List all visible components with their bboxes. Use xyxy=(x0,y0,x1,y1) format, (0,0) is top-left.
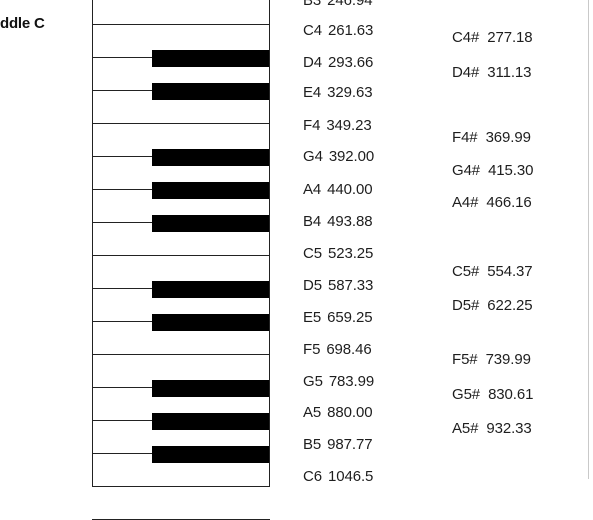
note-frequency: 1046.5 xyxy=(327,468,374,485)
note-frequency: 493.88 xyxy=(327,213,373,230)
sharp-note-g5-sharp: G5# 830.61 xyxy=(452,386,533,403)
white-key-c6 xyxy=(92,487,270,520)
note-frequency: 293.66 xyxy=(327,54,374,71)
note-frequency: 466.16 xyxy=(486,194,532,211)
black-key-d5-sharp xyxy=(152,313,269,331)
black-key-a5-sharp xyxy=(152,445,269,463)
note-name: C6 xyxy=(303,468,322,485)
note-name: B4 xyxy=(303,213,322,230)
note-name: E5 xyxy=(303,309,322,326)
note-name: F5# xyxy=(452,351,478,368)
note-name: F4 xyxy=(303,117,321,134)
note-name: C5 xyxy=(303,245,322,262)
natural-note-c5: C5 523.25 xyxy=(303,245,373,262)
note-name: A5 xyxy=(303,404,322,421)
note-frequency: 554.37 xyxy=(487,263,533,280)
white-key-b4 xyxy=(92,223,270,256)
note-name: D4# xyxy=(452,64,480,81)
natural-note-e4: E4 329.63 xyxy=(303,84,373,101)
note-frequency: 739.99 xyxy=(485,351,531,368)
note-name: B5 xyxy=(303,436,322,453)
black-key-g5-sharp xyxy=(152,412,269,430)
note-name: A5# xyxy=(452,420,479,437)
note-frequency: 369.99 xyxy=(485,129,531,146)
natural-note-f4: F4 349.23 xyxy=(303,117,372,134)
note-name: D4 xyxy=(303,54,322,71)
note-frequency: 659.25 xyxy=(327,309,373,326)
natural-note-c6: C6 1046.5 xyxy=(303,468,373,485)
sharp-note-d5-sharp: D5# 622.25 xyxy=(452,297,533,314)
sharp-note-d4-sharp: D4# 311.13 xyxy=(452,64,531,81)
note-frequency: 440.00 xyxy=(327,181,373,198)
note-frequency: 311.13 xyxy=(487,64,532,81)
note-name: G4 xyxy=(303,148,323,165)
sharp-note-c5-sharp: C5# 554.37 xyxy=(452,263,533,280)
note-frequency: 261.63 xyxy=(327,22,374,39)
note-frequency: 587.33 xyxy=(327,277,374,294)
note-frequency: 523.25 xyxy=(327,245,374,262)
page-right-border xyxy=(588,0,589,479)
note-frequency: 622.25 xyxy=(487,297,533,314)
black-key-c4-sharp xyxy=(152,49,269,67)
black-key-c5-sharp xyxy=(152,280,269,298)
sharp-note-g4-sharp: G4# 415.30 xyxy=(452,162,533,179)
note-name: A4# xyxy=(452,194,479,211)
note-name: D5 xyxy=(303,277,322,294)
note-frequency: 987.77 xyxy=(327,436,373,453)
note-name: G5# xyxy=(452,386,481,403)
note-name: A4 xyxy=(303,181,322,198)
note-frequency: 277.18 xyxy=(487,29,533,46)
natural-note-a5: A5 880.00 xyxy=(303,404,373,421)
sharp-note-f4-sharp: F4# 369.99 xyxy=(452,129,531,146)
note-frequency: 698.46 xyxy=(326,341,372,358)
keyboard-left-edge xyxy=(92,0,93,487)
natural-note-a4: A4 440.00 xyxy=(303,181,373,198)
note-frequency: 830.61 xyxy=(488,386,534,403)
note-frequency: 246.94 xyxy=(327,0,373,9)
white-key-e5 xyxy=(92,322,270,355)
natural-note-c4: C4 261.63 xyxy=(303,22,373,39)
black-key-a4-sharp xyxy=(152,214,269,232)
note-frequency: 329.63 xyxy=(327,84,373,101)
middle-c-label: ddle C xyxy=(0,15,45,32)
natural-note-d4: D4 293.66 xyxy=(303,54,373,71)
sharp-note-a4-sharp: A4# 466.16 xyxy=(452,194,532,211)
natural-note-g4: G4 392.00 xyxy=(303,148,374,165)
natural-note-e5: E5 659.25 xyxy=(303,309,373,326)
note-name: G5 xyxy=(303,373,323,390)
note-name: E4 xyxy=(303,84,322,101)
black-key-g4-sharp xyxy=(152,181,269,199)
natural-note-f5: F5 698.46 xyxy=(303,341,372,358)
black-key-f5-sharp xyxy=(152,379,269,397)
sharp-note-a5-sharp: A5# 932.33 xyxy=(452,420,532,437)
white-key-b3 xyxy=(92,0,270,25)
keyboard-right-edge xyxy=(269,0,270,487)
natural-note-b5: B5 987.77 xyxy=(303,436,373,453)
sharp-note-f5-sharp: F5# 739.99 xyxy=(452,351,531,368)
note-name: F4# xyxy=(452,129,478,146)
note-frequency: 880.00 xyxy=(327,404,373,421)
note-name: D5# xyxy=(452,297,480,314)
natural-note-d5: D5 587.33 xyxy=(303,277,373,294)
note-frequency: 415.30 xyxy=(488,162,534,179)
note-name: B3 xyxy=(303,0,322,9)
note-name: F5 xyxy=(303,341,321,358)
white-key-e4 xyxy=(92,91,270,124)
note-name: C5# xyxy=(452,263,480,280)
note-name: C4 xyxy=(303,22,322,39)
note-name: G4# xyxy=(452,162,481,179)
sharp-note-c4-sharp: C4# 277.18 xyxy=(452,29,533,46)
note-frequency: 783.99 xyxy=(328,373,375,390)
black-key-d4-sharp xyxy=(152,82,269,100)
piano-keyboard xyxy=(92,0,270,520)
note-name: C4# xyxy=(452,29,480,46)
natural-note-b4: B4 493.88 xyxy=(303,213,373,230)
black-key-f4-sharp xyxy=(152,148,269,166)
note-frequency: 932.33 xyxy=(486,420,532,437)
note-frequency: 392.00 xyxy=(328,148,375,165)
natural-note-b3: B3 246.94 xyxy=(303,0,373,9)
note-frequency: 349.23 xyxy=(326,117,372,134)
natural-note-g5: G5 783.99 xyxy=(303,373,374,390)
